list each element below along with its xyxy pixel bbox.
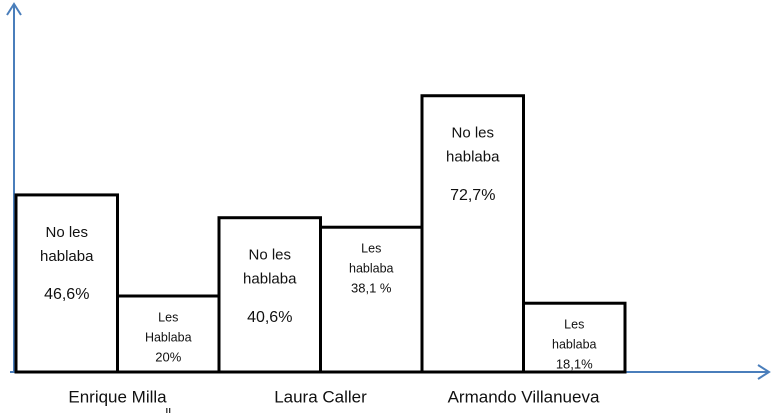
x-tick-label: Laura Caller xyxy=(274,387,367,406)
bar xyxy=(522,301,627,374)
bar-label: Les xyxy=(158,310,178,324)
bar-label: Les xyxy=(361,242,381,256)
bar-label: hablaba xyxy=(446,149,500,166)
bar-label: hablaba xyxy=(349,262,394,276)
value-label: 18,1% xyxy=(556,357,593,372)
y-axis-arrow xyxy=(6,2,22,16)
x-tick-label: Enrique Milla xyxy=(68,387,167,406)
bar-label: hablaba xyxy=(552,338,597,352)
bar xyxy=(116,294,221,374)
bar-label: Les xyxy=(564,318,584,332)
bar-label: Hablaba xyxy=(145,330,192,344)
bar-label: hablaba xyxy=(243,271,297,288)
bar xyxy=(420,94,525,374)
x-tick-label: Armando Villanueva xyxy=(448,387,600,406)
value-label: 38,1 % xyxy=(351,281,392,296)
bar-label: No les xyxy=(45,224,88,241)
value-label: 72,7% xyxy=(450,187,495,204)
x-axis-arrow xyxy=(757,364,771,380)
bar xyxy=(319,225,424,374)
value-label: 40,6% xyxy=(247,309,292,326)
bar-label: No les xyxy=(451,125,494,142)
value-label: 46,6% xyxy=(44,286,89,303)
bar-label: hablaba xyxy=(40,248,94,265)
bar-label: No les xyxy=(248,247,291,264)
bar xyxy=(14,193,119,374)
value-label: 20% xyxy=(155,349,181,364)
annotation: ll xyxy=(165,405,171,413)
bar xyxy=(217,216,322,374)
